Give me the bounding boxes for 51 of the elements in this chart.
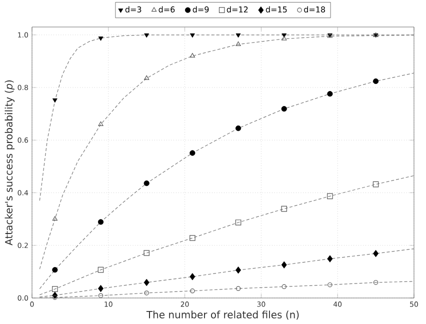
- legend-label: d=3: [125, 6, 142, 12]
- point: [190, 235, 196, 241]
- point: [372, 181, 379, 188]
- point: [281, 206, 288, 212]
- point: [372, 78, 379, 84]
- point: [52, 216, 58, 221]
- point: [98, 219, 104, 225]
- point: [144, 75, 150, 80]
- point: [281, 106, 287, 112]
- y-axis-title: Attacker's success probability (p): [4, 80, 14, 246]
- point: [190, 288, 195, 294]
- point: [144, 33, 150, 38]
- point: [236, 286, 241, 291]
- point: [52, 267, 58, 273]
- point: [98, 36, 104, 41]
- line-series: [39, 72, 414, 290]
- point: [236, 41, 241, 46]
- point: [235, 125, 242, 132]
- point: [282, 33, 287, 38]
- point: [98, 266, 104, 273]
- point: [98, 293, 104, 298]
- point: [236, 33, 241, 38]
- point: [190, 33, 195, 38]
- point: [52, 286, 58, 292]
- legend-label: d=18: [304, 6, 326, 12]
- point: [190, 53, 195, 58]
- point: [144, 250, 150, 256]
- point: [236, 266, 242, 274]
- point: [373, 280, 378, 285]
- point: [282, 36, 287, 40]
- legend-label: d=6: [158, 6, 175, 12]
- point: [144, 290, 149, 296]
- point: [327, 193, 333, 200]
- point: [235, 220, 242, 226]
- point: [327, 91, 333, 97]
- point: [52, 295, 58, 300]
- point: [328, 282, 332, 288]
- legend-label: d=12: [226, 6, 248, 12]
- point: [144, 278, 150, 286]
- legend-label: d=9: [192, 6, 209, 12]
- point: [327, 255, 333, 262]
- x-axis-title: The number of related files (n): [146, 310, 299, 320]
- point: [190, 273, 196, 280]
- legend-label: d=15: [266, 6, 287, 12]
- point: [281, 261, 287, 268]
- point: [52, 98, 58, 103]
- point: [98, 121, 104, 126]
- point: [373, 250, 379, 258]
- point: [282, 284, 286, 290]
- point: [190, 150, 196, 156]
- point: [144, 180, 150, 186]
